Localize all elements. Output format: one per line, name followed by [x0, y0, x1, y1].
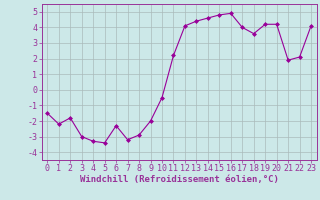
X-axis label: Windchill (Refroidissement éolien,°C): Windchill (Refroidissement éolien,°C) — [80, 175, 279, 184]
